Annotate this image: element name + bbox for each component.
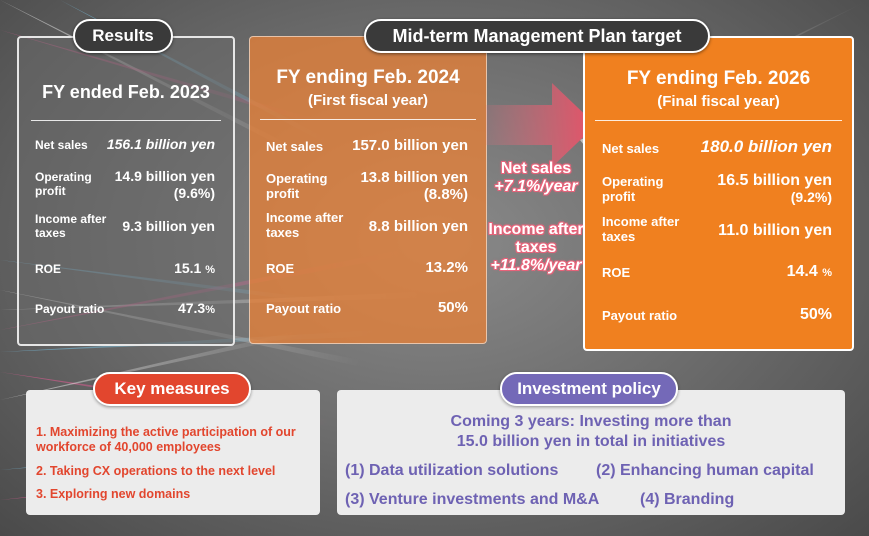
fy2026-row-income-after-taxes: Income after taxes 11.0 billion yen [602, 214, 832, 246]
divider [31, 120, 221, 121]
fy2024-row-payout-ratio: Payout ratio 50% [266, 299, 468, 319]
row-value-number: 14.4 [786, 263, 818, 280]
row-value-ratio: (9.2%) [790, 189, 832, 205]
row-label: Net sales [266, 139, 324, 154]
row-value: 8.8 billion yen [368, 218, 468, 235]
fy2024-title: FY ending Feb. 2024 (First fiscal year) [250, 67, 486, 109]
row-label: Income after taxes [35, 212, 107, 240]
key-measure-item: 2. Taking CX operations to the next leve… [36, 464, 276, 478]
key-measure-item: 1. Maximizing the active participation o… [36, 425, 296, 454]
net-sales-growth-rate: +7.1%/year [494, 178, 578, 195]
row-value: 157.0 billion yen [352, 137, 468, 154]
row-value: 180.0 billion yen [700, 137, 832, 156]
row-value-number: 15.1 [174, 260, 202, 276]
results-row-operating-profit: Operating profit 14.9 billion yen (9.6%) [35, 168, 215, 202]
fy2024-title-text: FY ending Feb. 2024 [276, 67, 460, 88]
key-measure-item: 3. Exploring new domains [36, 487, 191, 501]
fy2026-title: FY ending Feb. 2026 (Final fiscal year) [585, 68, 852, 110]
growth-arrow-icon [486, 83, 596, 167]
income-growth: Income after taxes +11.8%/year [478, 221, 594, 275]
row-value-unit: % [205, 264, 215, 276]
row-value-unit: % [822, 267, 832, 279]
row-label: Income after taxes [266, 210, 344, 240]
income-growth-rate: +11.8%/year [490, 257, 582, 274]
results-panel: FY ended Feb. 2023 Net sales 156.1 billi… [17, 36, 235, 346]
key-measures-box [26, 390, 320, 515]
income-growth-label-1: Income after [488, 221, 584, 238]
row-value: 9.3 billion yen [122, 218, 215, 234]
fy2026-row-roe: ROE 14.4 % [602, 263, 832, 283]
fy2026-title-text: FY ending Feb. 2026 [626, 68, 811, 89]
results-row-net-sales: Net sales 156.1 billion yen [35, 136, 215, 156]
key-measures-badge: Key measures [93, 372, 251, 406]
row-label: Net sales [602, 141, 660, 156]
net-sales-growth-label: Net sales [500, 160, 572, 177]
row-value-main: 14.9 billion yen [114, 168, 215, 184]
fy2024-panel: FY ending Feb. 2024 (First fiscal year) … [249, 36, 487, 344]
investment-lead-line-2: 15.0 billion yen in total in initiatives [456, 433, 726, 450]
row-value: 50% [799, 306, 832, 323]
row-value: 50% [437, 299, 468, 316]
income-growth-label-2: taxes [515, 239, 557, 256]
row-value-main: 13.8 billion yen [360, 169, 468, 186]
row-value: 13.8 billion yen (8.8%) [360, 169, 468, 203]
results-row-roe: ROE 15.1 % [35, 260, 215, 280]
fy2026-row-net-sales: Net sales 180.0 billion yen [602, 138, 832, 160]
investment-item: (2) Enhancing human capital [596, 462, 814, 479]
midterm-plan-badge: Mid-term Management Plan target [364, 19, 710, 53]
row-value: 156.1 billion yen [106, 136, 215, 152]
row-value-main: 16.5 billion yen [717, 172, 832, 189]
row-label: ROE [35, 262, 62, 276]
results-badge: Results [73, 19, 173, 53]
divider [260, 119, 476, 120]
row-value-unit: % [205, 304, 215, 316]
net-sales-growth: Net sales +7.1%/year [482, 160, 590, 196]
investment-item: (3) Venture investments and M&A [345, 491, 600, 508]
fy2024-subtitle: (First fiscal year) [307, 92, 429, 109]
row-label: ROE [602, 265, 631, 280]
fy2026-subtitle: (Final fiscal year) [657, 93, 780, 110]
row-label: Operating profit [602, 174, 664, 204]
row-label: Payout ratio [602, 308, 678, 323]
row-value: 47.3% [178, 300, 215, 319]
investment-item: (4) Branding [640, 491, 735, 508]
divider [595, 120, 842, 121]
results-title: FY ended Feb. 2023 [42, 82, 210, 102]
row-label: Net sales [35, 138, 88, 152]
row-label: ROE [266, 261, 295, 276]
row-label: Income after taxes [602, 214, 680, 244]
investment-item: (1) Data utilization solutions [345, 462, 559, 479]
row-value: 14.9 billion yen (9.6%) [115, 168, 215, 202]
row-value: 15.1 % [174, 260, 215, 279]
investment-policy-badge: Investment policy [500, 372, 678, 406]
row-label: Operating profit [35, 170, 92, 198]
investment-policy-box [337, 390, 845, 515]
fy2026-panel: FY ending Feb. 2026 (Final fiscal year) … [583, 36, 854, 351]
fy2026-row-operating-profit: Operating profit 16.5 billion yen (9.2%) [602, 172, 832, 208]
row-value: 16.5 billion yen (9.2%) [717, 172, 832, 206]
fy2024-row-roe: ROE 13.2% [266, 259, 468, 279]
fy2024-row-net-sales: Net sales 157.0 billion yen [266, 137, 468, 157]
row-label: Payout ratio [35, 302, 105, 316]
row-value: 13.2% [425, 259, 468, 276]
results-row-income-after-taxes: Income after taxes 9.3 billion yen [35, 212, 215, 242]
row-label: Payout ratio [266, 301, 342, 316]
row-label: Operating profit [266, 171, 328, 201]
fy2026-row-payout-ratio: Payout ratio 50% [602, 306, 832, 326]
results-row-payout-ratio: Payout ratio 47.3% [35, 300, 215, 320]
row-value-number: 47.3 [177, 300, 206, 316]
fy2024-row-operating-profit: Operating profit 13.8 billion yen (8.8%) [266, 169, 468, 205]
row-value-ratio: (8.8%) [423, 186, 468, 203]
row-value-ratio: (9.6%) [173, 185, 215, 201]
investment-lead-line-1: Coming 3 years: Investing more than [450, 413, 732, 430]
fy2024-row-income-after-taxes: Income after taxes 8.8 billion yen [266, 210, 468, 242]
row-value: 14.4 % [787, 263, 832, 282]
row-value: 11.0 billion yen [718, 222, 832, 239]
